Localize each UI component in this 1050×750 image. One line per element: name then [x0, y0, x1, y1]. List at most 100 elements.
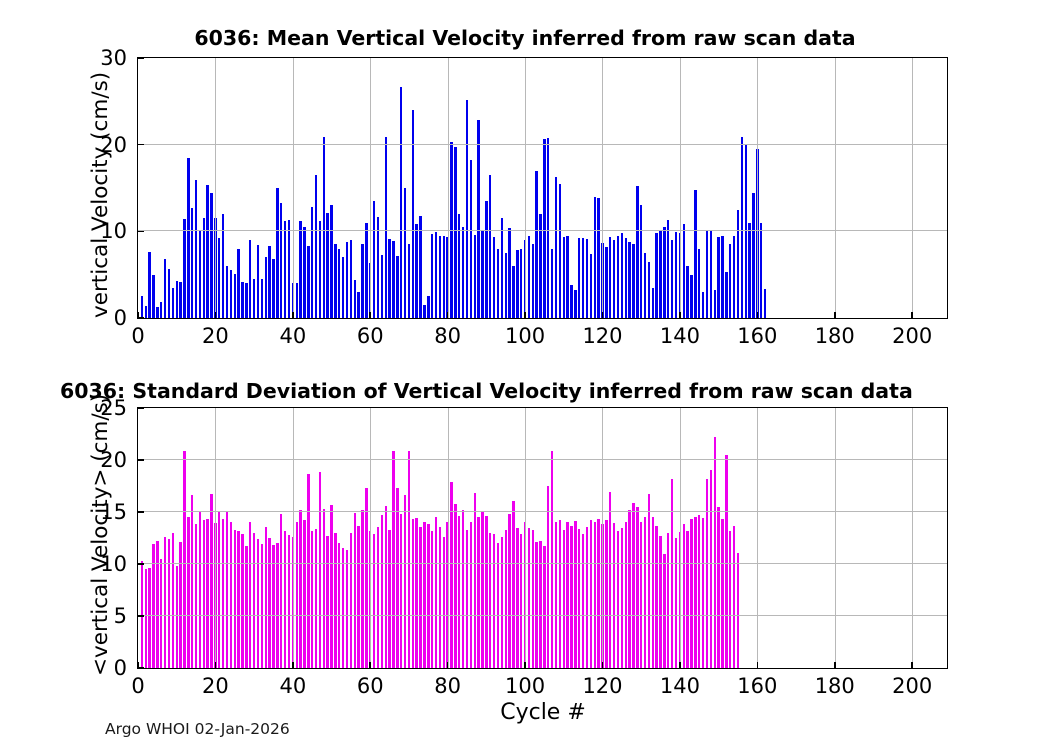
- bar: [376, 217, 380, 318]
- x-tick-mark: [292, 662, 294, 669]
- bar: [624, 238, 627, 318]
- bar: [411, 519, 415, 668]
- bar: [682, 524, 685, 668]
- x-tick-label: 180: [814, 674, 855, 698]
- bar: [539, 541, 542, 668]
- bar: [430, 233, 434, 318]
- bar: [423, 305, 426, 318]
- bar: [477, 120, 480, 318]
- bar: [709, 230, 713, 318]
- bar: [589, 253, 593, 318]
- bar: [276, 188, 279, 318]
- bar: [167, 539, 171, 668]
- bar: [740, 136, 744, 318]
- bar: [202, 520, 205, 668]
- bar: [558, 520, 562, 668]
- bar: [760, 222, 763, 318]
- bar: [183, 450, 186, 668]
- bar: [334, 244, 337, 318]
- bar: [609, 236, 612, 318]
- bar: [357, 525, 360, 668]
- bar: [489, 532, 492, 668]
- bar: [674, 232, 678, 318]
- bar: [527, 235, 531, 318]
- bar: [206, 184, 209, 318]
- bar: [249, 240, 252, 318]
- x-tick-label: 60: [356, 324, 384, 348]
- bar: [554, 176, 558, 318]
- bar: [752, 193, 755, 318]
- bar: [616, 530, 620, 668]
- x-tick-label: 40: [279, 324, 307, 348]
- x-axis-label-cycle: Cycle #: [500, 700, 586, 725]
- bar: [647, 261, 651, 318]
- x-tick-label: 100: [505, 324, 546, 348]
- gridline-horizontal: [138, 459, 947, 460]
- bar: [682, 224, 685, 318]
- bar: [179, 282, 182, 318]
- bar: [372, 533, 376, 668]
- x-tick-label: 160: [737, 674, 778, 698]
- bar: [326, 213, 329, 318]
- bar: [570, 285, 573, 318]
- bar: [225, 512, 229, 668]
- gridline-vertical: [757, 58, 759, 318]
- bar: [427, 524, 430, 668]
- bar: [438, 526, 442, 668]
- bar: [717, 506, 720, 668]
- bar: [566, 522, 569, 668]
- x-tick-label: 80: [434, 674, 462, 698]
- bar: [748, 222, 751, 318]
- y-tick-mark: [137, 563, 144, 565]
- bar: [229, 270, 233, 318]
- bar: [252, 279, 256, 318]
- bar: [148, 568, 151, 668]
- x-tick-mark: [756, 312, 759, 319]
- bar: [430, 530, 434, 668]
- bar: [407, 450, 411, 668]
- bar: [632, 502, 635, 668]
- bar: [624, 522, 627, 668]
- bar: [674, 538, 678, 668]
- bar: [481, 512, 484, 668]
- bar: [206, 519, 209, 668]
- bar: [713, 437, 716, 668]
- x-tick-label: 120: [582, 674, 623, 698]
- bar: [643, 253, 647, 318]
- bar: [512, 266, 515, 318]
- bar: [705, 229, 709, 318]
- bar: [237, 248, 240, 318]
- bar: [210, 494, 213, 668]
- bar-series-mean-velocity: [138, 58, 947, 318]
- bar: [140, 296, 144, 318]
- bar: [500, 218, 504, 318]
- x-tick-mark: [137, 312, 139, 319]
- bar: [612, 240, 616, 318]
- x-tick-mark: [833, 662, 836, 669]
- bar: [357, 292, 360, 318]
- x-tick-label: 0: [131, 324, 145, 348]
- bar: [574, 290, 577, 318]
- bar: [461, 509, 465, 668]
- bar: [655, 525, 658, 668]
- bar: [291, 283, 295, 318]
- bar: [419, 215, 422, 318]
- bar: [670, 240, 674, 318]
- bar: [647, 494, 651, 668]
- bar: [171, 532, 175, 668]
- bar: [148, 252, 151, 318]
- bar: [345, 550, 349, 668]
- bar: [492, 533, 496, 668]
- bar: [345, 241, 349, 318]
- bar: [477, 517, 480, 668]
- gridline-vertical: [525, 58, 527, 318]
- gridline-horizontal: [138, 143, 947, 145]
- x-tick-mark: [369, 312, 372, 319]
- bar: [214, 523, 217, 668]
- bar: [659, 535, 662, 668]
- bar: [516, 527, 519, 668]
- bar: [241, 533, 244, 668]
- y-tick-mark: [137, 57, 144, 59]
- bar: [303, 227, 306, 318]
